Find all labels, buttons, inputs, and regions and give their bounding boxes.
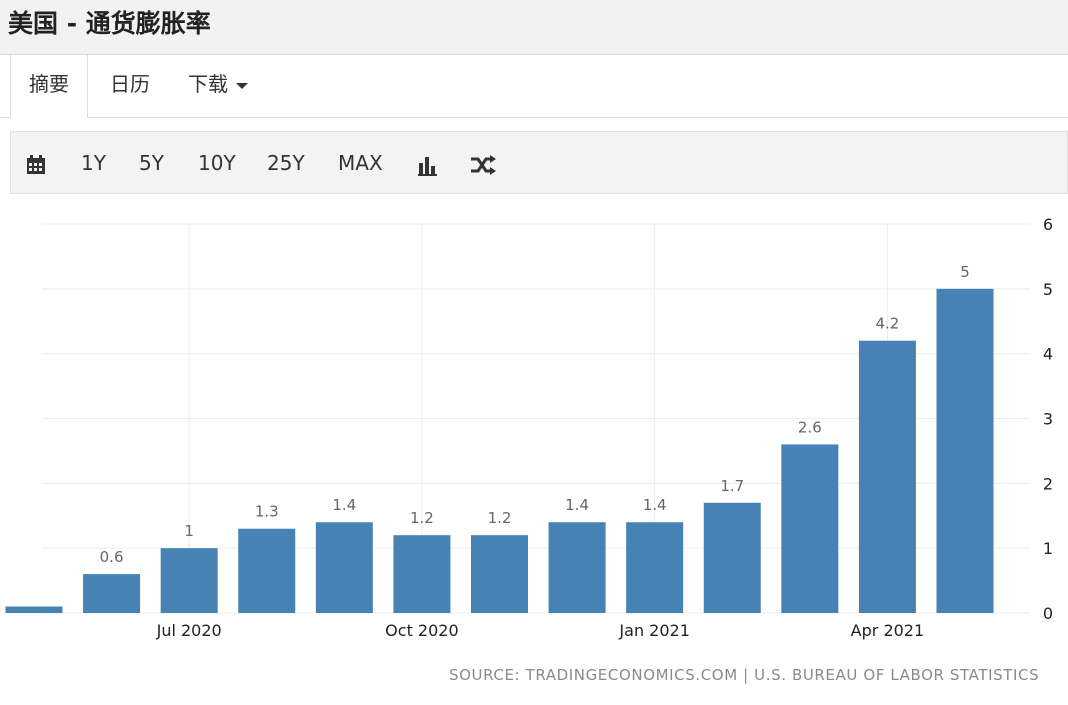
y-tick-label: 4 <box>1043 345 1053 364</box>
bar <box>703 502 761 613</box>
chevron-down-icon <box>236 82 248 89</box>
bar-data-label: 4.2 <box>875 315 899 333</box>
bar <box>781 444 839 613</box>
calendar-icon[interactable] <box>25 132 47 194</box>
tab-calendar[interactable]: 日历 <box>110 55 150 117</box>
bar <box>238 528 296 613</box>
bar-data-label: 1 <box>184 522 194 540</box>
range-1y-button[interactable]: 1Y <box>81 151 106 175</box>
tab-summary[interactable]: 摘要 <box>10 55 88 118</box>
bar-data-label: 1.4 <box>332 496 356 514</box>
range-max-button[interactable]: MAX <box>338 151 383 175</box>
range-10y-button[interactable]: 10Y <box>198 151 236 175</box>
bar-data-label: 1.7 <box>720 477 744 495</box>
bar-data-label: 1.2 <box>488 509 512 527</box>
bar <box>471 535 528 613</box>
shuffle-icon[interactable] <box>470 132 496 194</box>
y-tick-label: 6 <box>1043 215 1053 234</box>
bar-data-label: 1.4 <box>565 496 589 514</box>
tab-download[interactable]: 下载 <box>188 55 248 117</box>
range-5y-button[interactable]: 5Y <box>139 151 164 175</box>
bar-data-label: 1.4 <box>643 496 667 514</box>
bar-data-label: 5 <box>960 263 970 281</box>
x-tick-label: Apr 2021 <box>851 621 924 640</box>
bar <box>548 522 606 613</box>
x-tick-label: Jul 2020 <box>156 621 222 640</box>
bar <box>160 548 218 613</box>
bar <box>626 522 684 613</box>
bar <box>315 522 373 613</box>
bar-data-label: 1.2 <box>410 509 434 527</box>
y-tick-label: 2 <box>1043 474 1053 493</box>
bar-data-label: 1.3 <box>255 503 279 521</box>
chart-source: SOURCE: TRADINGECONOMICS.COM | U.S. BURE… <box>449 666 1040 684</box>
x-tick-label: Oct 2020 <box>385 621 458 640</box>
bar-data-label: 0.6 <box>100 548 124 566</box>
range-25y-button[interactable]: 25Y <box>267 151 305 175</box>
y-tick-label: 3 <box>1043 410 1053 429</box>
title-bar: 美国 - 通货膨胀率 <box>0 0 1068 55</box>
y-tick-label: 1 <box>1043 539 1053 558</box>
bar <box>936 288 994 613</box>
bar <box>393 535 451 613</box>
bar-chart-icon[interactable] <box>417 132 439 194</box>
x-tick-label: Jan 2021 <box>618 621 689 640</box>
bar <box>83 574 141 613</box>
bar <box>5 606 63 613</box>
tab-bar: 摘要 日历 下载 <box>0 55 1068 118</box>
chart-toolbar: 1Y 5Y 10Y 25Y MAX <box>10 131 1068 194</box>
bar <box>858 340 916 613</box>
page-title: 美国 - 通货膨胀率 <box>8 9 211 38</box>
y-tick-label: 5 <box>1043 280 1053 299</box>
tab-summary-label: 摘要 <box>29 72 69 96</box>
bar-data-label: 2.6 <box>798 418 822 436</box>
inflation-bar-chart: 0 1 2 3 4 5 6 Jul 2020 Oct 2020 Jan 2021 Apr 2021 0… <box>5 215 1053 640</box>
tab-calendar-label: 日历 <box>110 72 150 96</box>
tab-download-label: 下载 <box>188 72 228 96</box>
y-tick-label: 0 <box>1043 604 1053 623</box>
